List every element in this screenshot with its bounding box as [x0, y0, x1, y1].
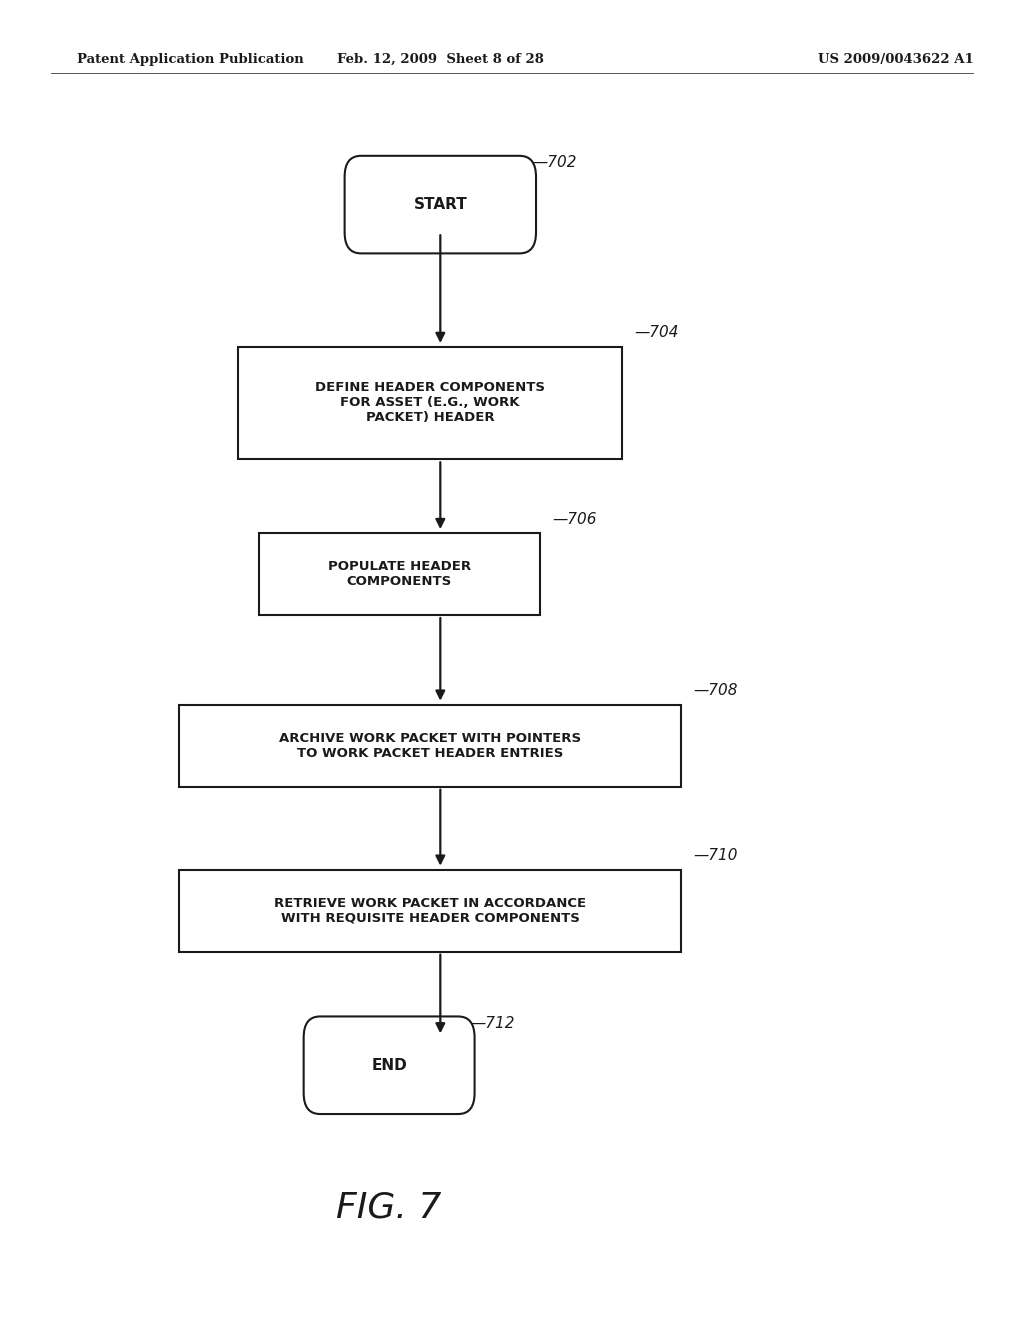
Text: —702: —702 [532, 156, 577, 170]
Text: DEFINE HEADER COMPONENTS
FOR ASSET (E.G., WORK
PACKET) HEADER: DEFINE HEADER COMPONENTS FOR ASSET (E.G.… [315, 381, 545, 424]
Text: —706: —706 [553, 512, 597, 527]
Bar [258, 533, 541, 615]
Text: END: END [372, 1057, 407, 1073]
Text: POPULATE HEADER
COMPONENTS: POPULATE HEADER COMPONENTS [328, 560, 471, 589]
Text: —712: —712 [471, 1016, 515, 1031]
Text: —710: —710 [693, 849, 737, 863]
Text: US 2009/0043622 A1: US 2009/0043622 A1 [818, 53, 974, 66]
Text: —704: —704 [634, 325, 679, 341]
Bar [179, 870, 681, 952]
Text: FIG. 7: FIG. 7 [337, 1191, 441, 1225]
Text: ARCHIVE WORK PACKET WITH POINTERS
TO WORK PACKET HEADER ENTRIES: ARCHIVE WORK PACKET WITH POINTERS TO WOR… [279, 731, 582, 760]
FancyBboxPatch shape [304, 1016, 474, 1114]
Text: —708: —708 [693, 684, 737, 698]
FancyBboxPatch shape [345, 156, 536, 253]
Bar [179, 705, 681, 787]
Text: Feb. 12, 2009  Sheet 8 of 28: Feb. 12, 2009 Sheet 8 of 28 [337, 53, 544, 66]
Text: START: START [414, 197, 467, 213]
Text: Patent Application Publication: Patent Application Publication [77, 53, 303, 66]
Text: RETRIEVE WORK PACKET IN ACCORDANCE
WITH REQUISITE HEADER COMPONENTS: RETRIEVE WORK PACKET IN ACCORDANCE WITH … [274, 896, 586, 925]
Bar [238, 347, 622, 459]
